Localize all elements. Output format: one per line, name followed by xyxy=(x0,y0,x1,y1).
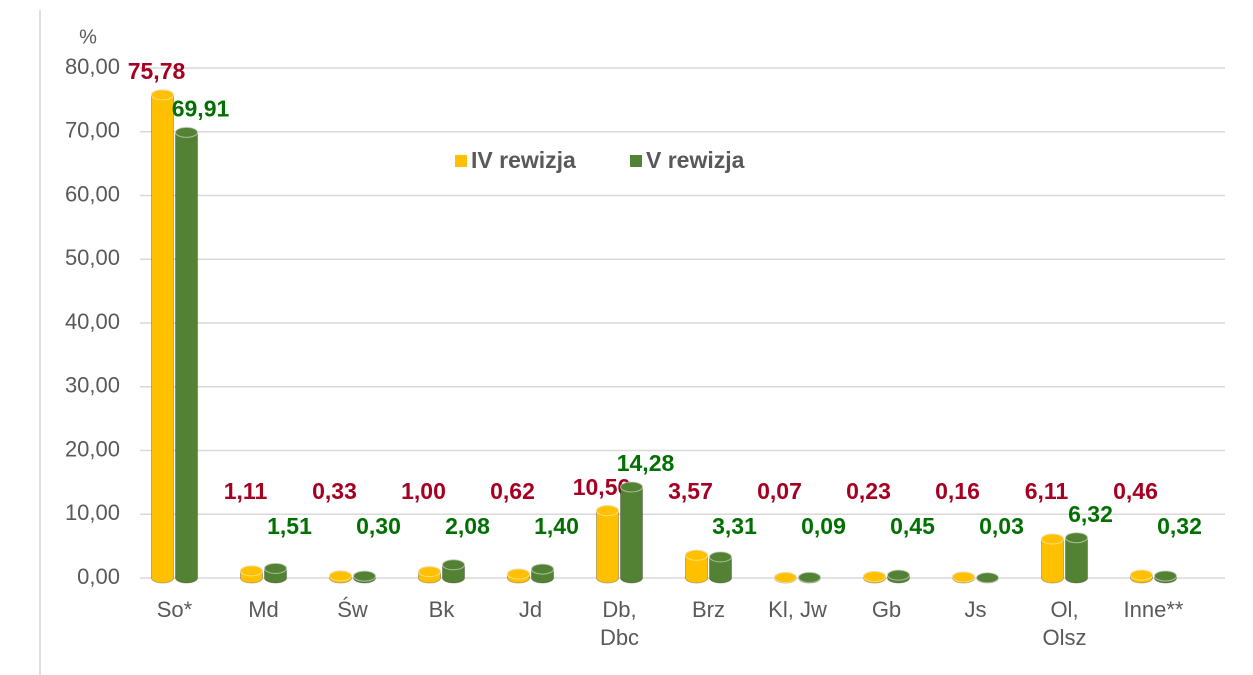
legend-label: V rewizja xyxy=(646,147,745,173)
y-tick-label: 50,00 xyxy=(65,245,120,270)
x-tick-label: Inne** xyxy=(1123,597,1184,622)
bar-top xyxy=(887,569,910,581)
bar xyxy=(596,505,619,584)
x-tick-label: Md xyxy=(248,597,279,622)
legend-swatch xyxy=(455,155,467,167)
x-tick-label: Ol, Olsz xyxy=(1042,597,1087,650)
y-tick-label: 80,00 xyxy=(65,54,120,79)
y-tick-label: 60,00 xyxy=(65,181,120,206)
data-label: 0,30 xyxy=(356,513,401,539)
data-label: 1,51 xyxy=(267,513,312,539)
data-label: 3,31 xyxy=(712,513,757,539)
x-tick-label: Kl, Jw xyxy=(768,597,827,622)
y-tick-label: 20,00 xyxy=(65,436,120,461)
data-label: 0,33 xyxy=(312,478,357,504)
bar-top xyxy=(774,572,797,584)
data-label: 0,03 xyxy=(979,513,1024,539)
data-label: 0,23 xyxy=(846,478,891,504)
data-label: 0,32 xyxy=(1157,513,1202,539)
bar-top xyxy=(175,126,198,138)
bar-top xyxy=(531,563,554,575)
y-tick-label: 40,00 xyxy=(65,309,120,334)
x-tick-label: So* xyxy=(156,597,193,622)
x-tick-label: Js xyxy=(964,597,987,622)
bar-top xyxy=(798,571,821,583)
x-tick-label: Św xyxy=(337,597,368,622)
legend-label: IV rewizja xyxy=(471,147,576,173)
bar-top xyxy=(507,568,530,580)
bar-top xyxy=(952,571,975,583)
bar-top xyxy=(1154,570,1177,582)
data-label: 0,07 xyxy=(757,478,802,504)
legend-swatch xyxy=(630,155,642,167)
bar-top xyxy=(329,570,352,582)
bar-top xyxy=(151,89,174,101)
bar-top xyxy=(685,549,708,561)
bar-top xyxy=(1041,533,1064,545)
data-label: 0,46 xyxy=(1113,478,1158,504)
data-label: 0,45 xyxy=(890,513,935,539)
bar-top xyxy=(620,481,643,493)
x-tick-label: Jd xyxy=(518,597,543,622)
data-label: 1,40 xyxy=(534,513,579,539)
bar-top xyxy=(976,572,999,584)
data-label: 14,28 xyxy=(617,450,675,476)
data-label: 0,62 xyxy=(490,478,535,504)
data-label: 6,11 xyxy=(1025,478,1069,504)
x-tick-label: Bk xyxy=(428,597,455,622)
bar-top xyxy=(596,505,619,517)
data-label: 3,57 xyxy=(668,478,713,504)
data-label: 0,16 xyxy=(935,478,980,504)
x-tick-label: Gb xyxy=(871,597,902,622)
y-tick-label: 70,00 xyxy=(65,118,120,143)
bar-top xyxy=(863,571,886,583)
bar-top xyxy=(264,562,287,574)
y-tick-label: 0,00 xyxy=(77,564,120,589)
data-label: 75,78 xyxy=(128,58,186,84)
data-label: 6,32 xyxy=(1068,501,1113,527)
bar-top xyxy=(353,570,376,582)
bar-top xyxy=(442,559,465,571)
y-tick-label: 10,00 xyxy=(65,500,120,525)
bar-top xyxy=(709,551,732,563)
y-axis-label: % xyxy=(79,26,97,48)
bar-top xyxy=(418,566,441,578)
y-tick-label: 30,00 xyxy=(65,373,120,398)
bar-top xyxy=(240,565,263,577)
bar xyxy=(175,126,198,584)
data-label: 1,00 xyxy=(401,478,446,504)
data-label: 1,11 xyxy=(224,478,268,504)
bar xyxy=(620,481,643,584)
x-tick-label: Brz xyxy=(692,597,725,622)
bar xyxy=(151,89,174,584)
data-label: 2,08 xyxy=(445,513,490,539)
x-tick-label: Db, Dbc xyxy=(599,597,640,650)
bar-top xyxy=(1065,532,1088,544)
bar-top xyxy=(1130,569,1153,581)
data-label: 69,91 xyxy=(172,95,230,121)
data-label: 0,09 xyxy=(801,513,846,539)
